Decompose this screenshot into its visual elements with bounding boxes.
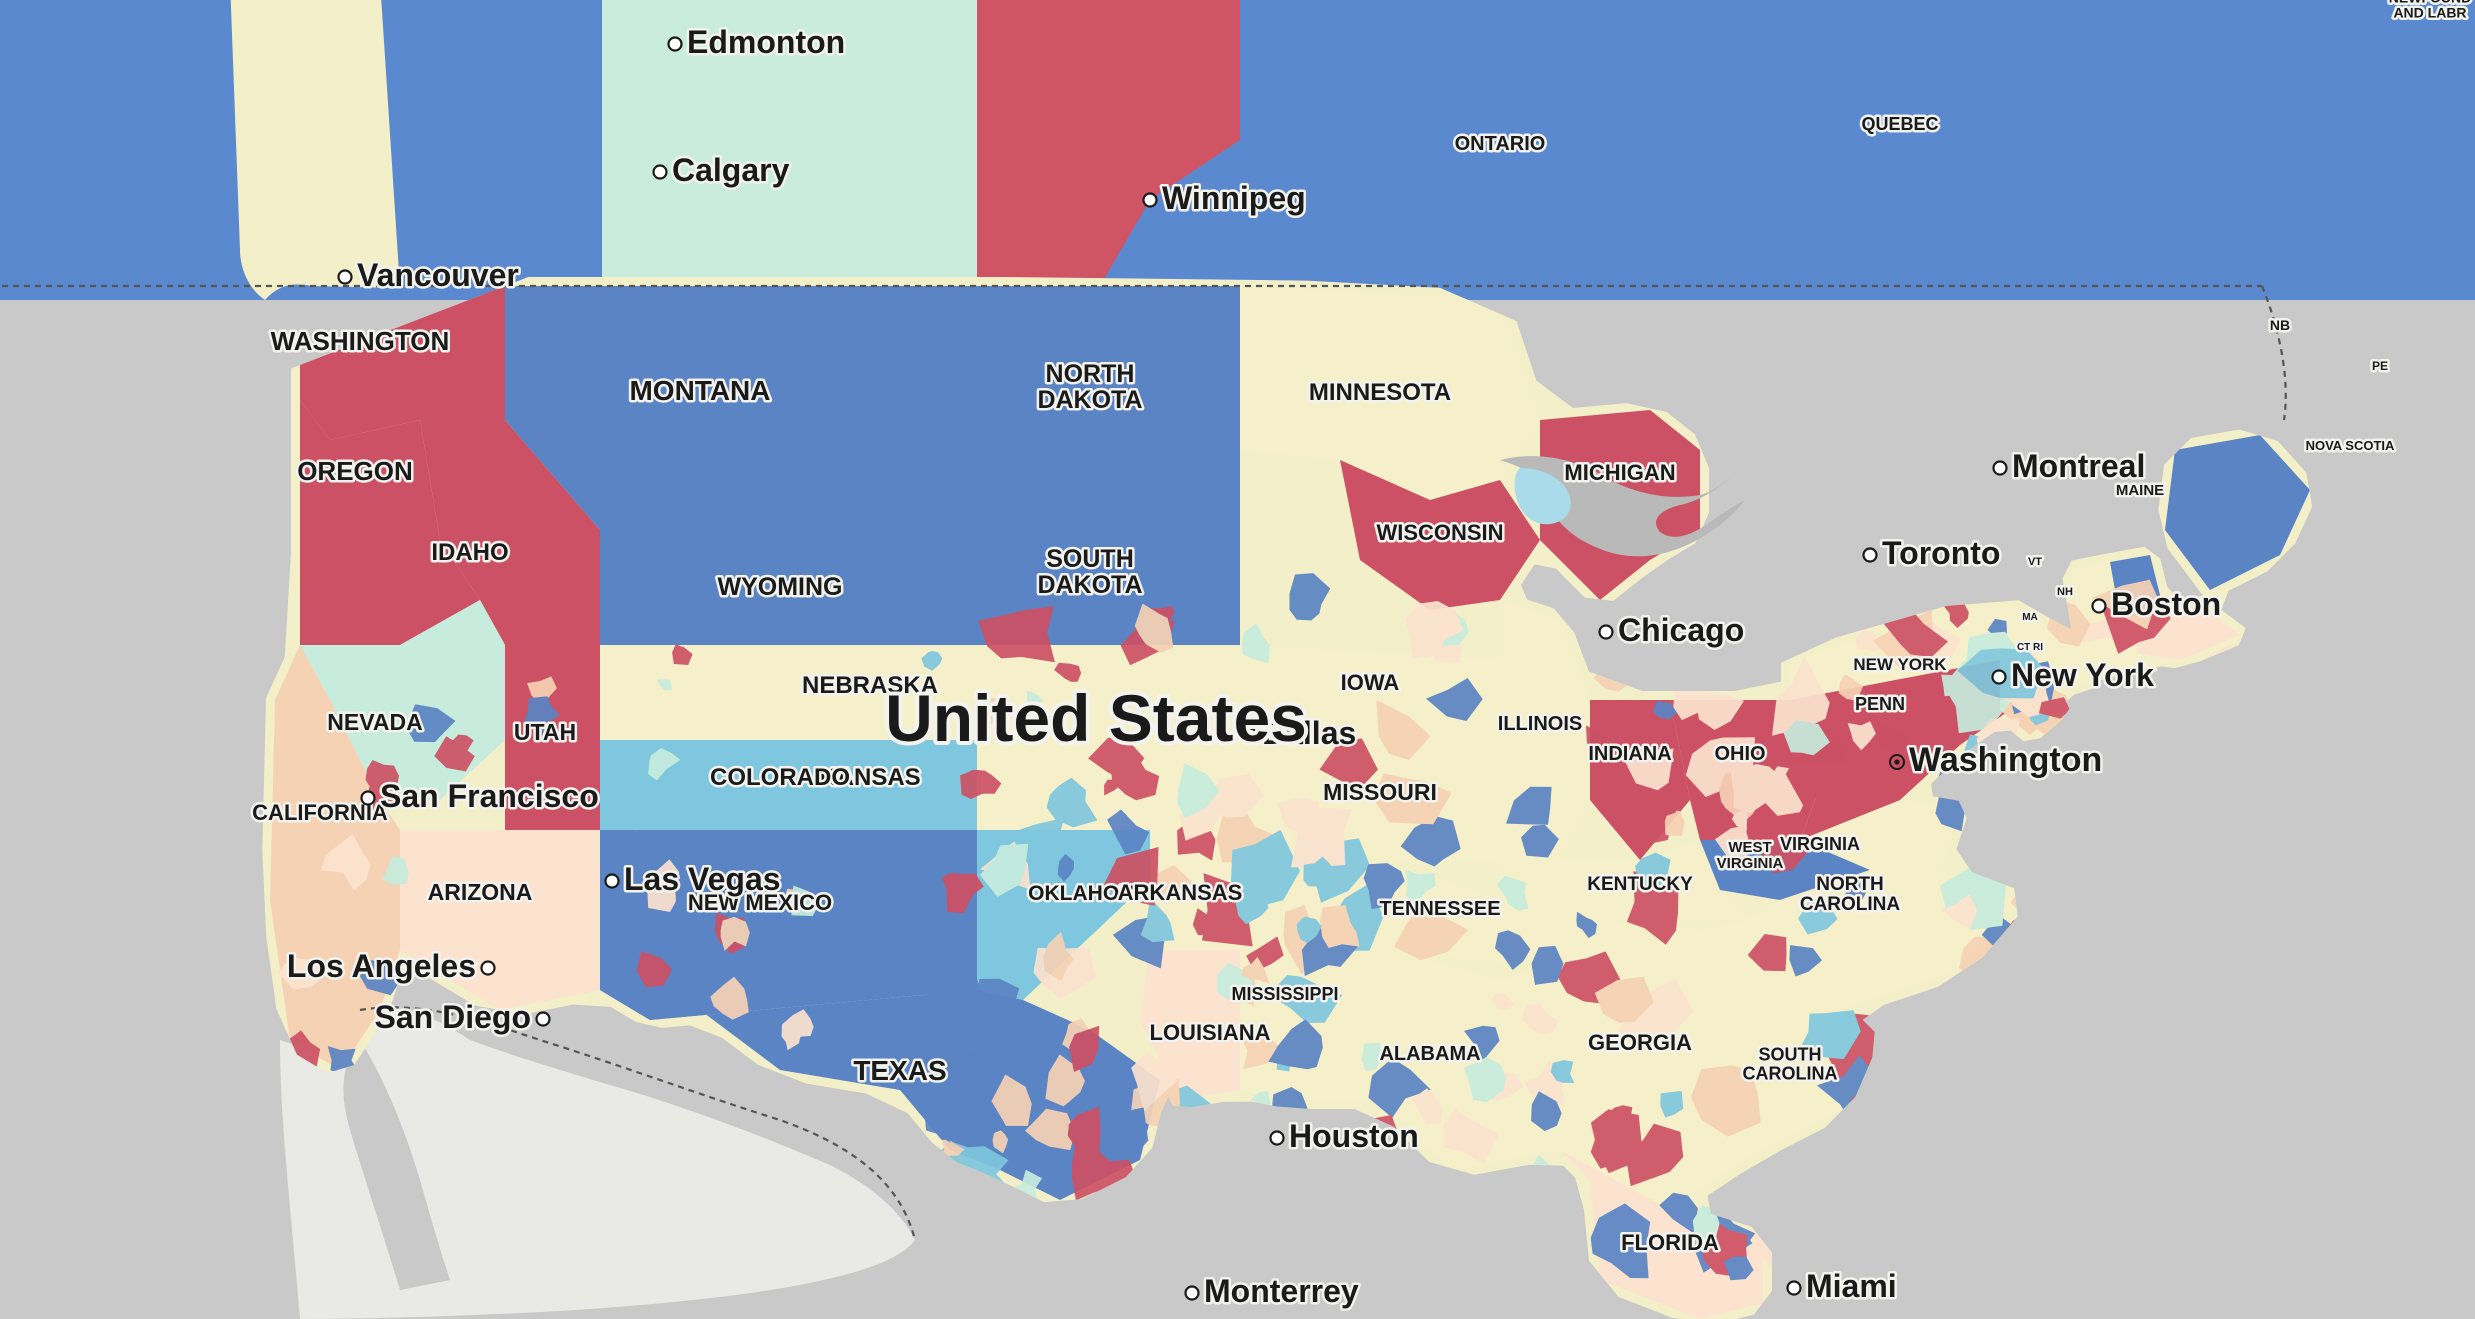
- svg-text:NEVADA: NEVADA: [327, 709, 422, 735]
- svg-text:UTAH: UTAH: [514, 719, 576, 745]
- svg-text:Calgary: Calgary: [672, 152, 790, 188]
- svg-text:IOWA: IOWA: [1341, 670, 1400, 695]
- svg-text:Vancouver: Vancouver: [357, 257, 519, 293]
- svg-text:ILLINOIS: ILLINOIS: [1498, 713, 1582, 735]
- svg-text:Monterrey: Monterrey: [1204, 1273, 1359, 1309]
- svg-text:New York: New York: [2011, 657, 2154, 693]
- svg-text:TEXAS: TEXAS: [853, 1055, 946, 1086]
- svg-text:NEW YORK: NEW YORK: [1853, 655, 1947, 674]
- svg-text:ARIZONA: ARIZONA: [428, 879, 533, 905]
- svg-text:Los Angeles: Los Angeles: [287, 948, 476, 984]
- svg-text:MISSOURI: MISSOURI: [1323, 779, 1437, 805]
- svg-text:Edmonton: Edmonton: [687, 24, 845, 60]
- svg-text:OHIO: OHIO: [1714, 743, 1765, 765]
- svg-text:TENNESSEE: TENNESSEE: [1379, 898, 1500, 920]
- svg-text:Chicago: Chicago: [1618, 612, 1744, 648]
- svg-text:Toronto: Toronto: [1882, 535, 2000, 571]
- svg-text:KENTUCKY: KENTUCKY: [1587, 874, 1693, 895]
- svg-text:CT RI: CT RI: [2017, 642, 2043, 653]
- svg-text:NEWFOUNDAND LABR: NEWFOUNDAND LABR: [2389, 0, 2471, 20]
- svg-text:United States: United States: [885, 681, 1307, 755]
- svg-text:OREGON: OREGON: [297, 456, 413, 486]
- svg-text:IDAHO: IDAHO: [431, 539, 508, 566]
- svg-text:ARKANSAS: ARKANSAS: [1118, 880, 1243, 905]
- svg-text:WYOMING: WYOMING: [718, 573, 843, 601]
- svg-text:WASHINGTON: WASHINGTON: [271, 326, 450, 356]
- svg-text:FLORIDA: FLORIDA: [1621, 1230, 1719, 1255]
- svg-text:Houston: Houston: [1289, 1118, 1419, 1154]
- svg-text:San Francisco: San Francisco: [380, 778, 599, 814]
- svg-text:NB: NB: [2270, 317, 2290, 333]
- svg-text:NOVA SCOTIA: NOVA SCOTIA: [2306, 438, 2395, 453]
- svg-text:Winnipeg: Winnipeg: [1162, 180, 1306, 216]
- svg-text:Montreal: Montreal: [2012, 448, 2145, 484]
- svg-text:ONTARIO: ONTARIO: [1455, 133, 1546, 155]
- svg-text:NH: NH: [2057, 586, 2073, 598]
- svg-text:GEORGIA: GEORGIA: [1588, 1030, 1692, 1055]
- svg-text:Washington: Washington: [1909, 741, 2102, 779]
- svg-text:Boston: Boston: [2111, 586, 2221, 622]
- svg-text:MISSISSIPPI: MISSISSIPPI: [1231, 984, 1338, 1004]
- svg-text:QUEBEC: QUEBEC: [1861, 114, 1938, 134]
- svg-text:INDIANA: INDIANA: [1588, 743, 1671, 765]
- svg-text:WISCONSIN: WISCONSIN: [1376, 520, 1503, 545]
- svg-text:MINNESOTA: MINNESOTA: [1309, 379, 1451, 406]
- svg-text:LOUISIANA: LOUISIANA: [1150, 1020, 1271, 1045]
- svg-text:MA: MA: [2022, 612, 2038, 623]
- svg-text:MAINE: MAINE: [2116, 482, 2164, 499]
- svg-text:COLORADO: COLORADO: [710, 764, 850, 791]
- svg-text:MONTANA: MONTANA: [629, 375, 770, 406]
- svg-text:VT: VT: [2028, 556, 2042, 568]
- svg-text:PENN: PENN: [1855, 694, 1905, 714]
- svg-text:San Diego: San Diego: [375, 999, 531, 1035]
- svg-text:PE: PE: [2372, 359, 2388, 373]
- svg-text:MICHIGAN: MICHIGAN: [1564, 460, 1675, 485]
- svg-text:Miami: Miami: [1806, 1268, 1897, 1304]
- svg-text:VIRGINIA: VIRGINIA: [1780, 834, 1860, 854]
- svg-text:ALABAMA: ALABAMA: [1379, 1043, 1480, 1065]
- svg-text:Las Vegas: Las Vegas: [624, 861, 781, 897]
